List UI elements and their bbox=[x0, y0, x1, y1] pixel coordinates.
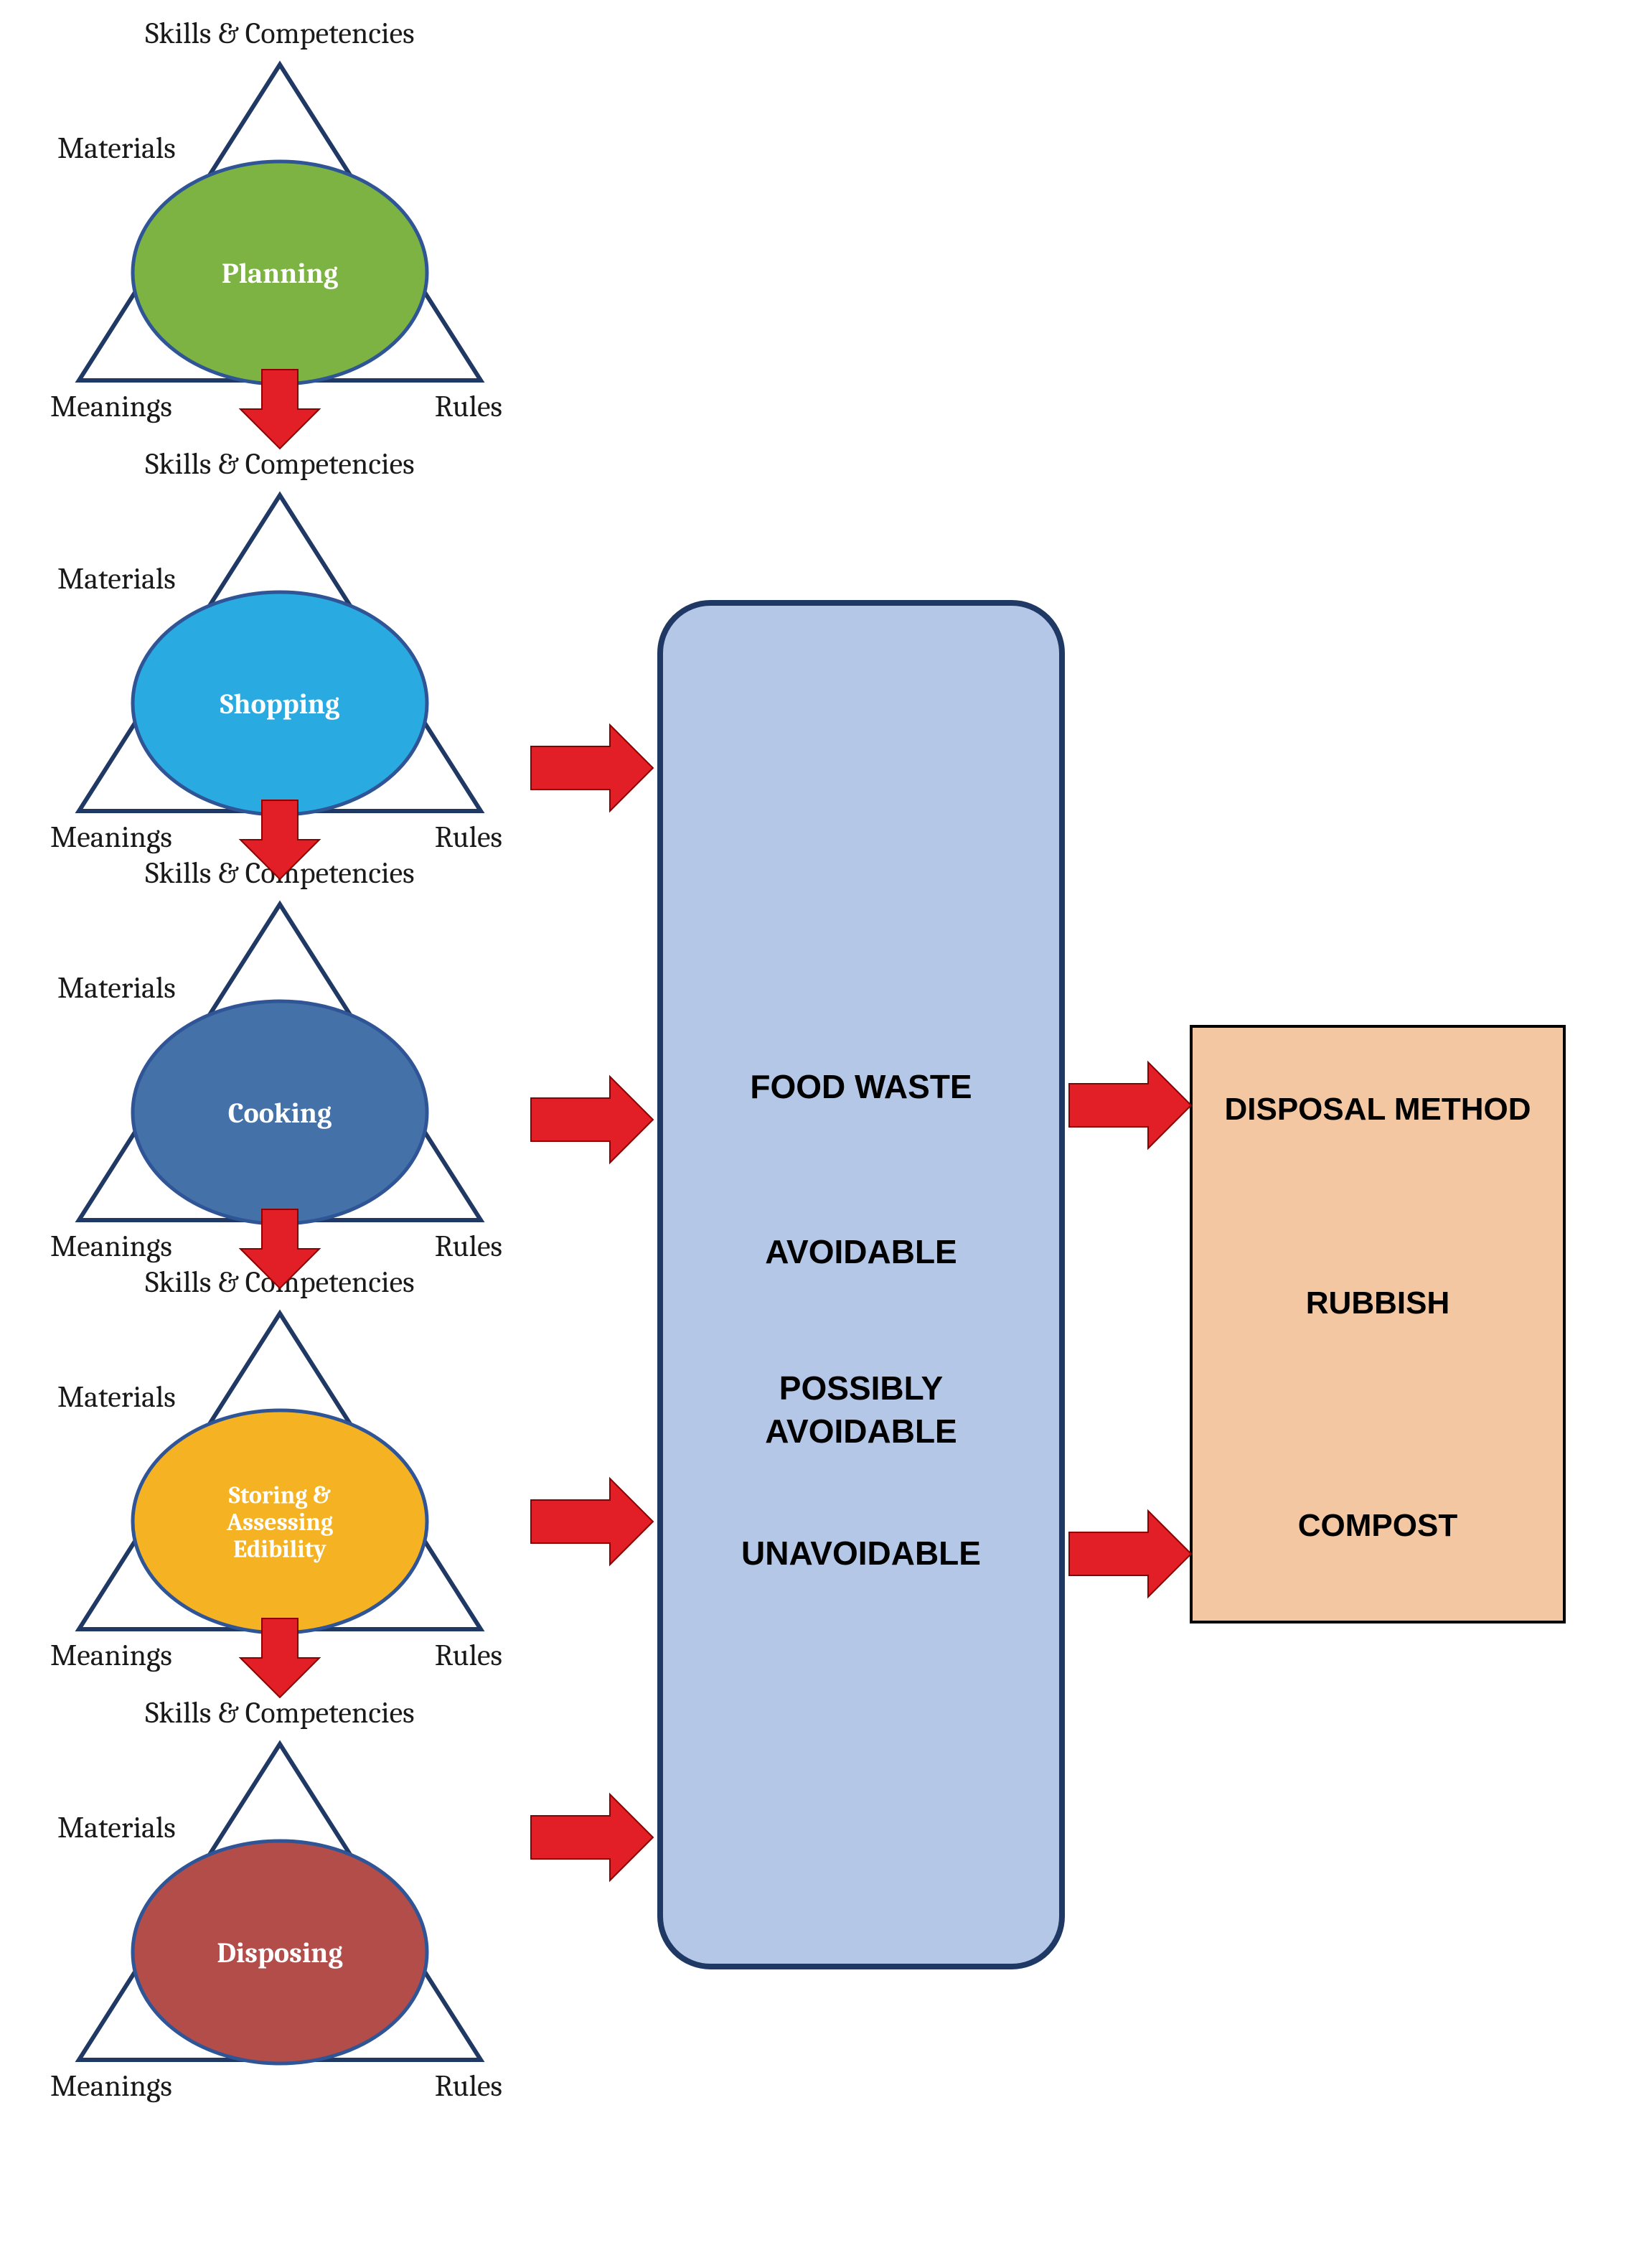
triangle-label-bottom-right: Rules bbox=[435, 1638, 502, 1673]
stage-cooking: CookingSkills & CompetenciesMaterialsMea… bbox=[50, 856, 502, 1264]
disposal-text: DISPOSAL METHOD bbox=[1224, 1092, 1531, 1127]
stage-planning: Planning Skills & Competencies Materials Me… bbox=[50, 16, 502, 424]
arrow-right bbox=[531, 725, 653, 811]
triangle-label-left: Materials bbox=[57, 561, 176, 596]
food-waste-box bbox=[660, 603, 1062, 1967]
triangle-label-bottom-right: Rules bbox=[435, 1229, 502, 1264]
disposal-text: COMPOST bbox=[1298, 1508, 1458, 1543]
stage-label-storing: Assessing bbox=[226, 1508, 333, 1537]
arrow-right bbox=[531, 1479, 653, 1565]
stage-shopping: Shopping Skills & Competencies Materials Me… bbox=[50, 446, 502, 855]
triangle-label-bottom-left: Meanings bbox=[50, 2068, 172, 2104]
triangle-label-bottom-left: Meanings bbox=[50, 1229, 172, 1264]
stage-storing: Storing &AssessingEdibilitySkills & Comp… bbox=[50, 1265, 502, 1673]
triangle-label-bottom-left: Meanings bbox=[50, 820, 172, 855]
triangle-label-bottom-right: Rules bbox=[435, 820, 502, 855]
stage-label-planning: Planning bbox=[222, 257, 338, 290]
triangle-label-bottom-left: Meanings bbox=[50, 389, 172, 424]
food-waste-text: AVOIDABLE bbox=[765, 1233, 957, 1270]
stage-label-shopping: Shopping bbox=[220, 688, 340, 721]
triangle-label-bottom-left: Meanings bbox=[50, 1638, 172, 1673]
stage-label-storing: Edibility bbox=[233, 1534, 326, 1563]
stage-label-disposing: Disposing bbox=[217, 1936, 342, 1969]
triangle-label-left: Materials bbox=[57, 970, 176, 1006]
stage-label-storing: Storing & bbox=[229, 1481, 331, 1510]
triangle-label-top: Skills & Competencies bbox=[145, 16, 414, 51]
triangle-label-left: Materials bbox=[57, 1810, 176, 1845]
food-waste-text: UNAVOIDABLE bbox=[741, 1534, 981, 1572]
food-waste-text: AVOIDABLE bbox=[765, 1412, 957, 1450]
triangle-label-top: Skills & Competencies bbox=[145, 446, 414, 482]
triangle-label-left: Materials bbox=[57, 131, 176, 166]
food-waste-text: FOOD WASTE bbox=[750, 1068, 972, 1105]
triangle-label-bottom-right: Rules bbox=[435, 389, 502, 424]
triangle-label-top: Skills & Competencies bbox=[145, 1695, 414, 1730]
disposal-text: RUBBISH bbox=[1306, 1285, 1449, 1321]
arrow-right bbox=[531, 1794, 653, 1880]
triangle-label-bottom-right: Rules bbox=[435, 2068, 502, 2104]
stage-disposing: Disposing Skills & Competencies Materials M… bbox=[50, 1695, 502, 2104]
food-waste-text: POSSIBLY bbox=[779, 1369, 943, 1407]
arrow-right bbox=[531, 1077, 653, 1163]
stage-label-cooking: Cooking bbox=[228, 1097, 332, 1130]
arrow-right bbox=[1069, 1511, 1191, 1597]
arrow-right bbox=[1069, 1062, 1191, 1148]
triangle-label-left: Materials bbox=[57, 1379, 176, 1415]
